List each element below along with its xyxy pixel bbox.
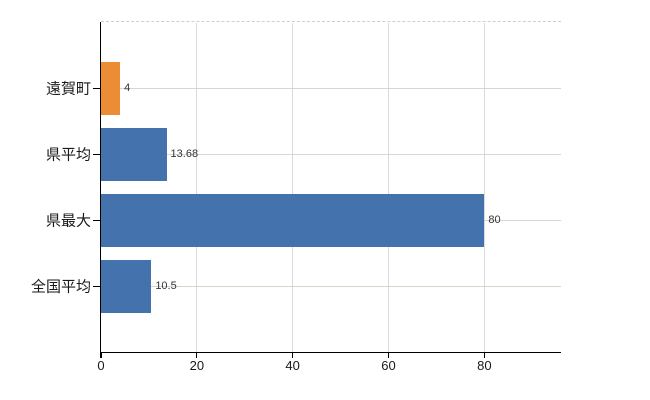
bar bbox=[101, 259, 152, 313]
bar bbox=[101, 61, 121, 115]
value-label: 13.68 bbox=[170, 148, 199, 160]
y-axis-line bbox=[100, 22, 101, 358]
vertical-gridline bbox=[388, 23, 389, 352]
x-tick-label: 40 bbox=[285, 358, 300, 373]
x-axis-tick bbox=[388, 353, 389, 358]
y-axis-tick bbox=[93, 219, 100, 221]
x-axis-tick bbox=[100, 353, 102, 358]
x-axis-tick bbox=[483, 353, 485, 358]
category-label: 県最大 bbox=[45, 212, 91, 230]
y-axis-tick bbox=[93, 153, 100, 155]
y-axis-tick bbox=[93, 285, 100, 287]
x-tick-label: 20 bbox=[189, 358, 205, 373]
category-label: 全国平均 bbox=[30, 278, 91, 296]
value-label: 4 bbox=[124, 82, 131, 94]
horizontal-gridline bbox=[101, 87, 561, 89]
vertical-gridline bbox=[483, 23, 485, 352]
x-axis-tick bbox=[196, 353, 198, 358]
y-axis-tick bbox=[93, 87, 100, 89]
x-tick-label: 60 bbox=[381, 358, 396, 373]
horizontal-gridline bbox=[101, 153, 561, 155]
x-axis-tick bbox=[292, 353, 294, 358]
vertical-gridline bbox=[292, 23, 294, 352]
vertical-gridline bbox=[196, 23, 198, 352]
value-label: 80 bbox=[488, 214, 501, 226]
value-label: 10.5 bbox=[155, 280, 177, 292]
x-tick-label: 0 bbox=[97, 358, 105, 373]
plot-top-border bbox=[101, 21, 561, 22]
bar bbox=[101, 127, 167, 181]
category-label: 県平均 bbox=[45, 146, 91, 164]
bar bbox=[101, 193, 485, 247]
horizontal-gridline bbox=[101, 285, 561, 287]
category-label: 遠賀町 bbox=[45, 80, 91, 98]
x-tick-label: 80 bbox=[477, 358, 492, 373]
x-axis-line bbox=[100, 352, 561, 353]
plot-area: 4 13.68 80 10.5 bbox=[101, 22, 561, 352]
